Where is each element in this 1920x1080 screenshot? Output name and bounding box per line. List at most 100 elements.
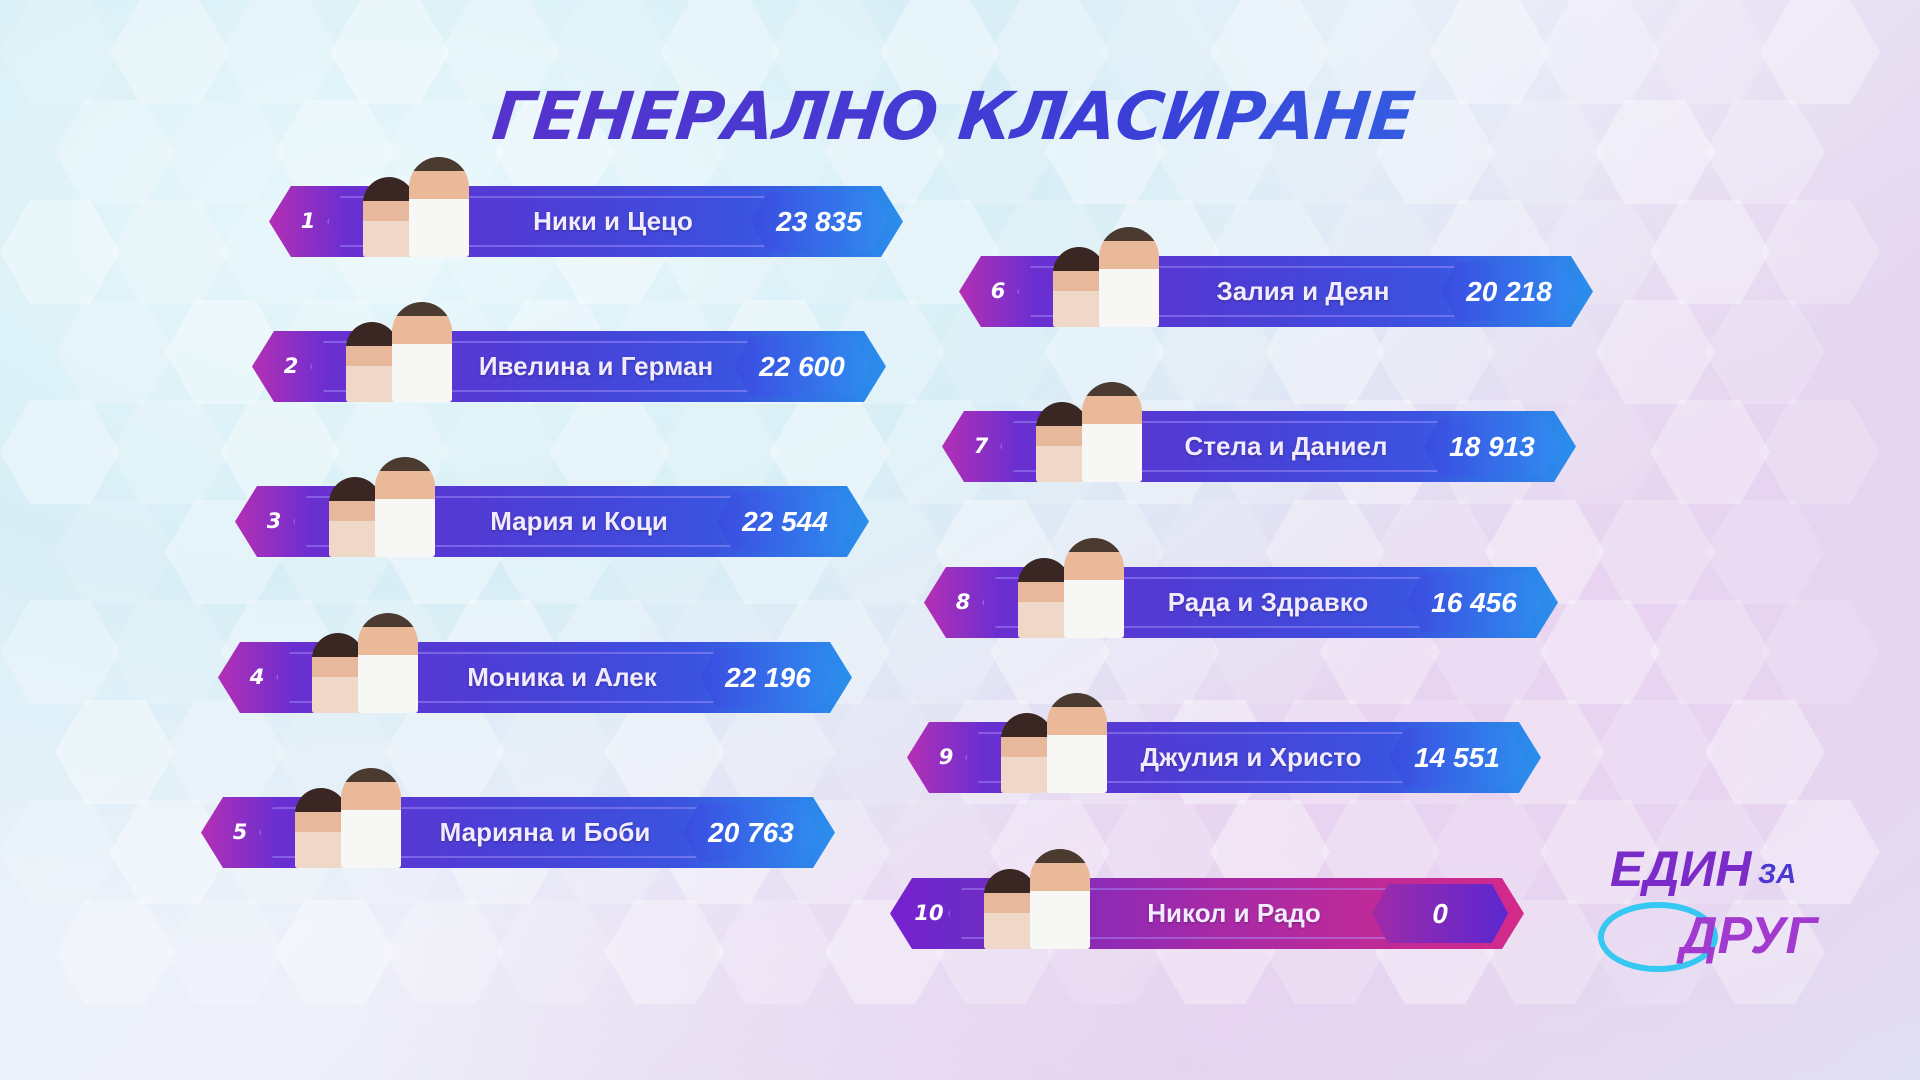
hexagon	[330, 0, 450, 104]
score-value: 22 544	[717, 492, 853, 551]
hexagon	[1760, 400, 1880, 504]
couple-name: Залия и Деян	[1216, 276, 1390, 306]
couple-photo	[1047, 225, 1165, 327]
person-image	[1099, 227, 1159, 327]
person-image	[409, 157, 469, 257]
person-image	[1018, 558, 1070, 638]
hexagon	[275, 900, 395, 1004]
person-image	[1001, 713, 1053, 793]
couple-name: Никол и Радо	[1147, 898, 1321, 928]
hexagon	[1760, 600, 1880, 704]
person-image	[1053, 247, 1105, 327]
person-image	[1082, 382, 1142, 482]
couple-photo	[995, 691, 1113, 793]
couple-name: Рада и Здравко	[1167, 587, 1369, 617]
hexagon	[0, 800, 120, 904]
score-value: 18 913	[1424, 417, 1560, 476]
standing-row: 1 Ники и Цецо 23 835	[269, 157, 903, 257]
couple-name: Моника и Алек	[467, 662, 657, 692]
person-image	[392, 302, 452, 402]
logo-text-1: ЕДИН	[1610, 841, 1752, 897]
hexagon	[1760, 200, 1880, 304]
rank-number: 9	[938, 745, 954, 769]
score-value: 14 551	[1389, 728, 1525, 787]
hexagon	[0, 200, 120, 304]
couple-name: Ивелина и Герман	[478, 351, 714, 381]
person-image	[1036, 402, 1088, 482]
hexagon	[1650, 400, 1770, 504]
hexagon	[385, 900, 505, 1004]
person-image	[312, 633, 364, 713]
hexagon	[605, 900, 725, 1004]
hexagon	[55, 700, 175, 804]
hexagon	[1320, 0, 1440, 104]
hexagon	[55, 300, 175, 404]
hexagon	[605, 700, 725, 804]
rank-number: 3	[266, 509, 282, 533]
hexagon	[990, 0, 1110, 104]
couple-photo	[1030, 380, 1148, 482]
standing-row: 6 Залия и Деян 20 218	[959, 227, 1593, 327]
standing-row: 3 Мария и Коци 22 544	[235, 457, 869, 557]
couple-photo	[323, 455, 441, 557]
hexagon	[110, 400, 230, 504]
person-image	[346, 322, 398, 402]
standing-row: 4 Моника и Алек 22 196	[218, 613, 852, 713]
person-image	[358, 613, 418, 713]
standing-row: 7 Стела и Даниел 18 913	[942, 382, 1576, 482]
couple-name: Ники и Цецо	[533, 206, 693, 236]
hexagon	[0, 0, 120, 104]
person-image	[295, 788, 347, 868]
hexagon	[770, 0, 890, 104]
hexagon	[1430, 0, 1550, 104]
couple-name: Джулия и Христо	[1140, 742, 1362, 772]
logo-arrow-ring	[1598, 902, 1718, 972]
couple-name: Стела и Даниел	[1184, 431, 1388, 461]
page-title: ГЕНЕРАЛНО КЛАСИРАНЕ	[0, 78, 1910, 155]
person-image	[1064, 538, 1124, 638]
hexagon	[165, 900, 285, 1004]
hexagon	[1100, 0, 1220, 104]
standing-row: 10 Никол и Радо 0	[890, 849, 1524, 949]
rank-number: 7	[973, 434, 989, 458]
standing-row: 9 Джулия и Христо 14 551	[907, 693, 1541, 793]
hexagon	[1705, 300, 1825, 404]
couple-photo	[357, 155, 475, 257]
hexagon	[0, 400, 120, 504]
person-image	[984, 869, 1036, 949]
hexagon	[1705, 700, 1825, 804]
score-value: 22 600	[734, 337, 870, 396]
rank-number: 5	[232, 820, 248, 844]
score-value: 16 456	[1406, 573, 1542, 632]
hexagon	[110, 0, 230, 104]
hexagon	[495, 700, 615, 804]
hexagon	[1650, 0, 1770, 104]
person-image	[329, 477, 381, 557]
person-image	[1030, 849, 1090, 949]
hexagon	[1540, 600, 1660, 704]
hexagon	[495, 900, 615, 1004]
hexagon	[1595, 500, 1715, 604]
person-image	[341, 768, 401, 868]
score-value: 20 763	[683, 803, 819, 862]
rank-number: 10	[914, 901, 944, 925]
hexagon	[1650, 600, 1770, 704]
rank-number: 8	[955, 590, 971, 614]
couple-name: Мария и Коци	[490, 506, 668, 536]
rank-number: 4	[249, 665, 265, 689]
hexagon	[550, 0, 670, 104]
person-image	[1047, 693, 1107, 793]
person-image	[375, 457, 435, 557]
hexagon	[1650, 200, 1770, 304]
score-value: 23 835	[751, 192, 887, 251]
show-logo: ЕДИН ЗА ДРУГ	[1590, 840, 1830, 990]
couple-photo	[978, 847, 1096, 949]
hexagon	[1210, 0, 1330, 104]
hexagon	[0, 600, 120, 704]
logo-text-2: ЗА	[1758, 858, 1797, 889]
hexagon	[1595, 300, 1715, 404]
rank-number: 6	[990, 279, 1006, 303]
score-value: 0	[1372, 884, 1508, 943]
standing-row: 2 Ивелина и Герман 22 600	[252, 302, 886, 402]
score-value: 20 218	[1441, 262, 1577, 321]
